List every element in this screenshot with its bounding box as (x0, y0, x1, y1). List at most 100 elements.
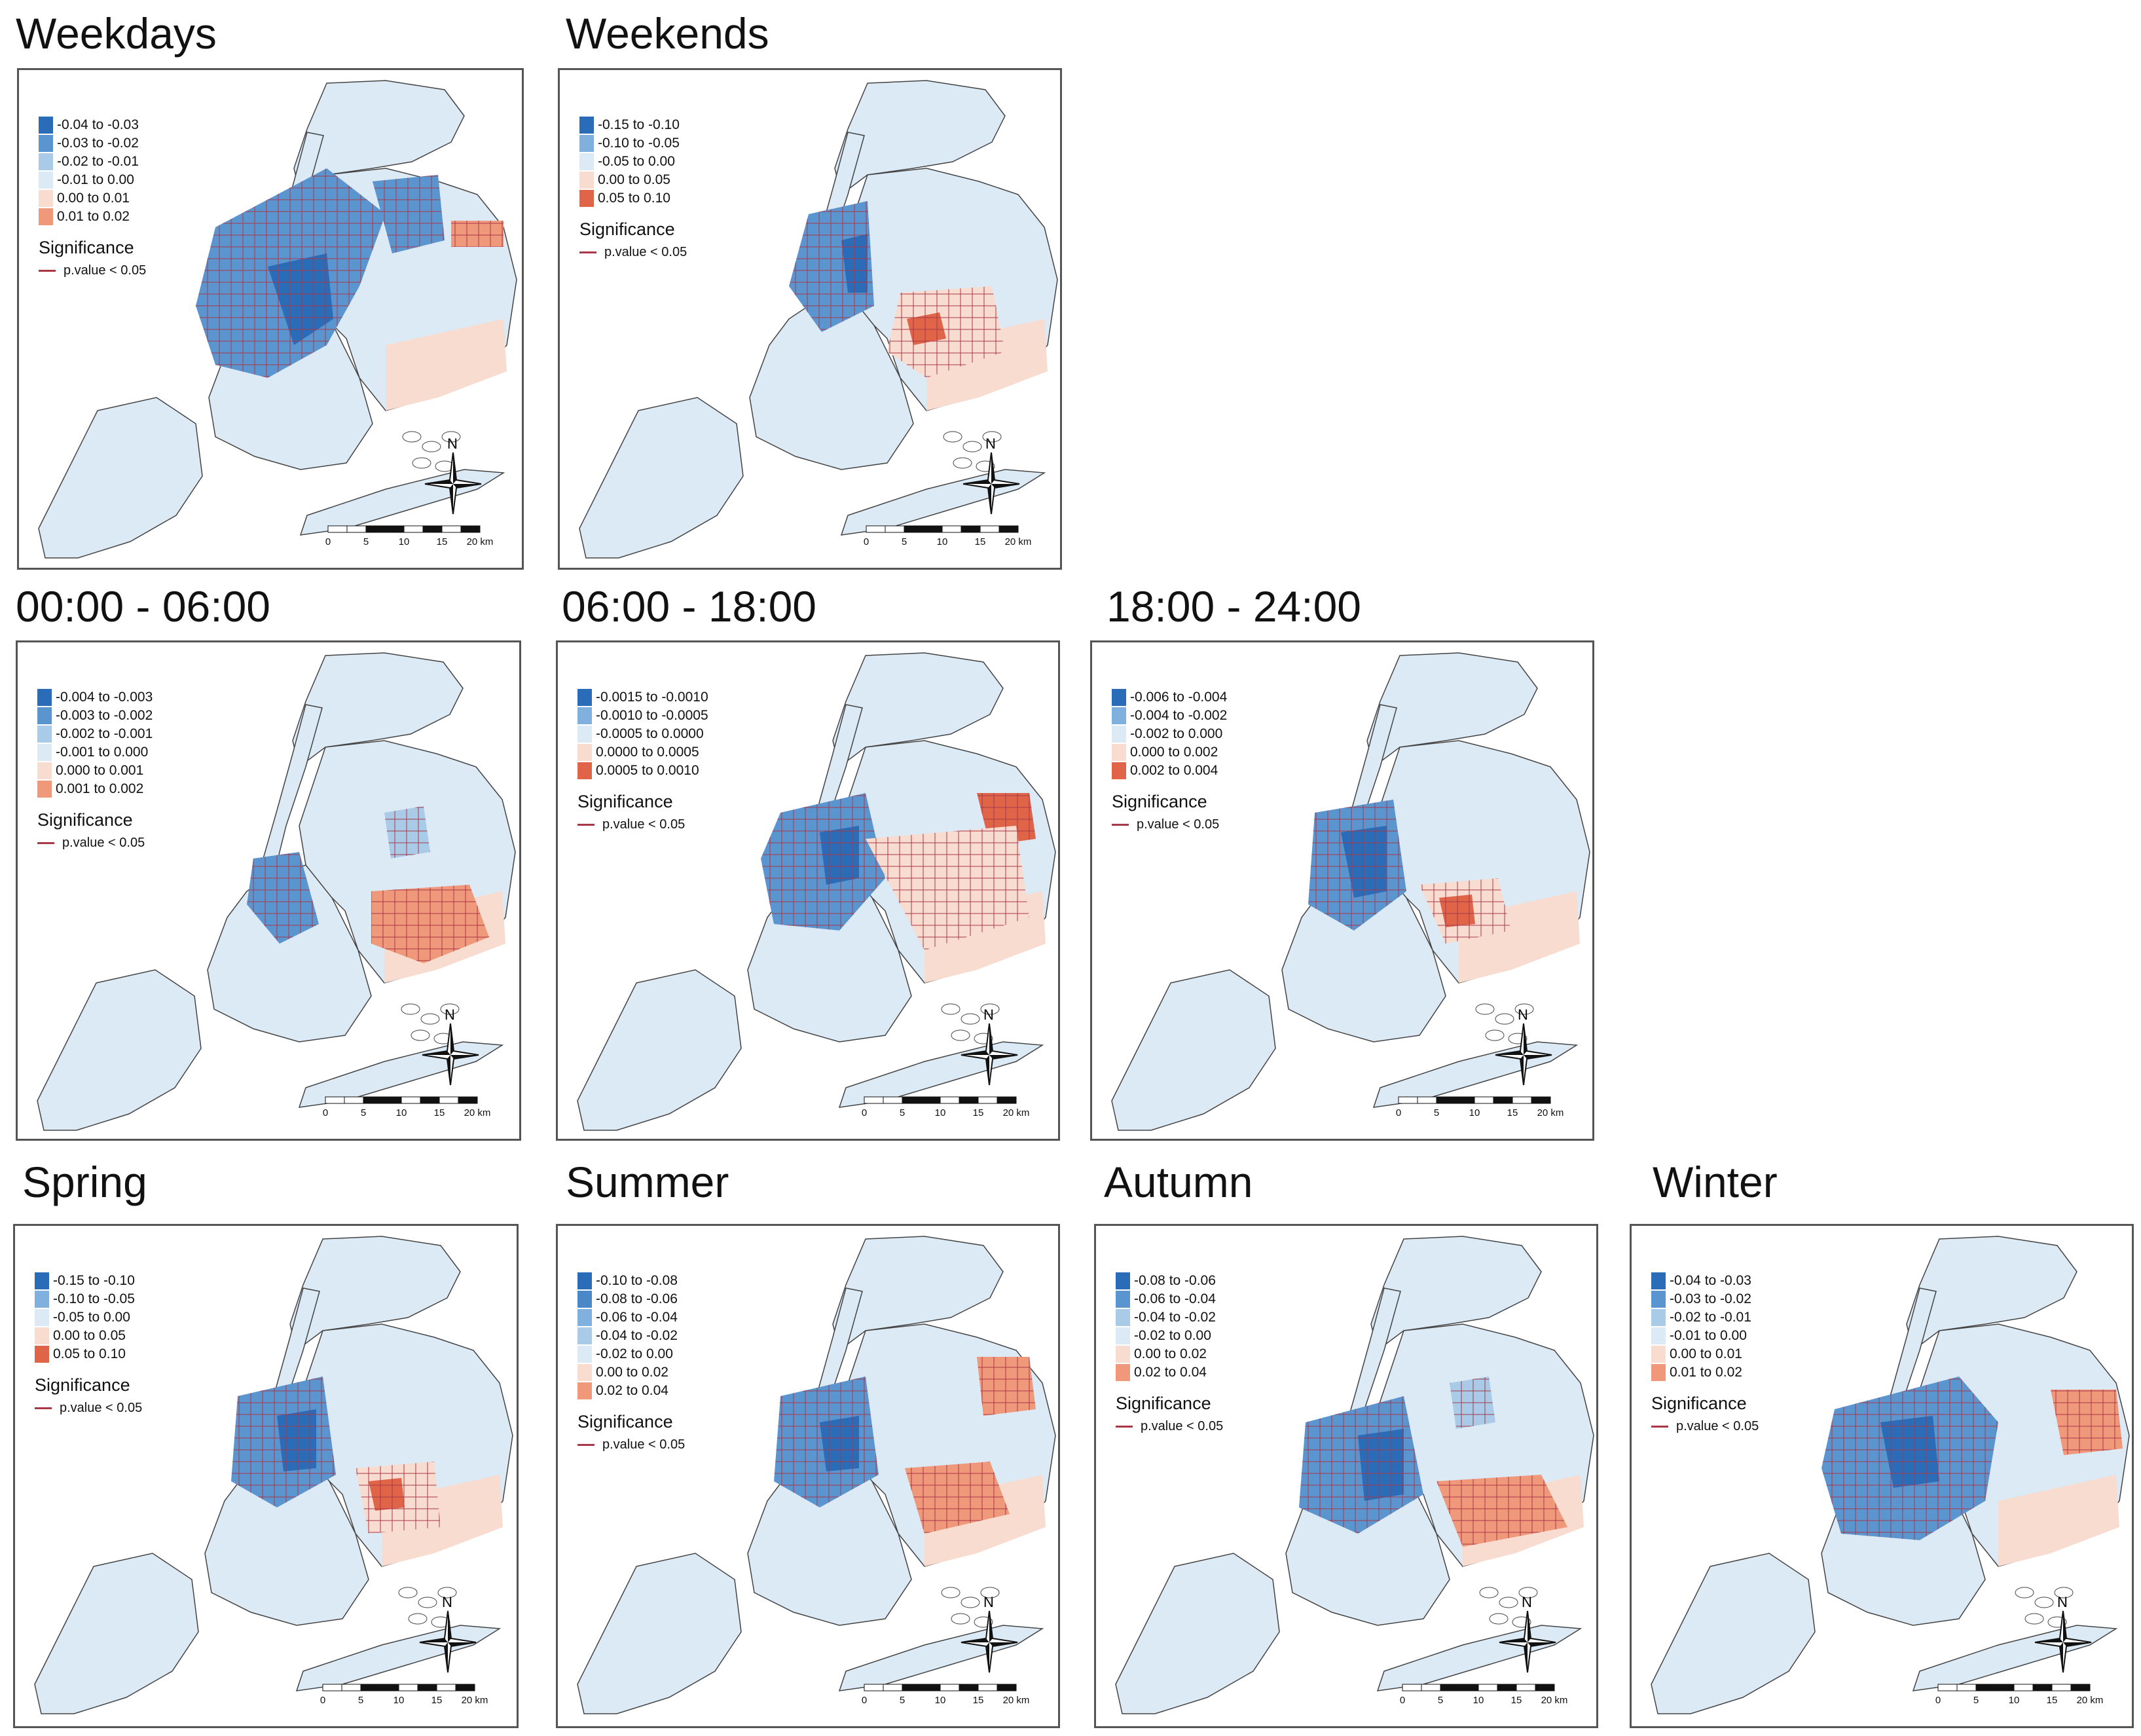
legend-item: 0.05 to 0.10 (35, 1345, 142, 1363)
significance-line-swatch (35, 1407, 52, 1409)
legend-swatch (1112, 762, 1126, 779)
legend-label: -0.06 to -0.04 (596, 1310, 678, 1325)
scale-tick-label: 0 (322, 1107, 329, 1118)
significance-item: p.value < 0.05 (1651, 1419, 1759, 1434)
legend-item: 0.02 to 0.04 (1116, 1363, 1223, 1382)
significance-label: p.value < 0.05 (1137, 817, 1220, 832)
legend-swatch (37, 726, 52, 743)
legend-swatch (577, 726, 592, 743)
scale-tick-label: 20 km (466, 536, 494, 547)
significance-label: p.value < 0.05 (602, 817, 686, 832)
significance-grid (887, 286, 1005, 378)
significance-grid (789, 201, 874, 332)
compass-star-shade (420, 1611, 476, 1672)
legend-swatch (577, 1309, 592, 1326)
legend-label: 0.002 to 0.004 (1130, 763, 1218, 778)
scale-tick-label: 20 km (1537, 1107, 1564, 1118)
legend-item: -0.04 to -0.02 (577, 1327, 685, 1345)
significance-grid (268, 253, 333, 345)
legend-swatch (39, 117, 53, 134)
scale-segment (1937, 1684, 1958, 1691)
scale-tick-label: 15 (433, 1107, 445, 1118)
borough-staten-island (579, 397, 744, 559)
legend-swatch (577, 762, 592, 779)
legend-item: -0.0015 to -0.0010 (577, 688, 708, 707)
legend-swatch (39, 153, 53, 170)
map-legend: -0.04 to -0.03 -0.03 to -0.02 -0.02 to -0.… (39, 116, 146, 278)
legend-item: -0.03 to -0.02 (39, 134, 146, 153)
borough-staten-island (1115, 1553, 1280, 1714)
compass-star-shade (1499, 1611, 1556, 1672)
north-arrow-icon: N (422, 1008, 479, 1086)
significance-grid (247, 852, 319, 944)
significance-line-swatch (1116, 1426, 1133, 1428)
map-panel-weekdays: -0.04 to -0.03 -0.03 to -0.02 -0.02 to -0.… (17, 68, 524, 570)
legend-swatch (1116, 1272, 1130, 1289)
legend-swatch (39, 172, 53, 189)
scale-bar: 0 5 10 15 20 km (1935, 1680, 2103, 1717)
borough-bronx (834, 80, 1006, 196)
scale-tick-label: 10 (934, 1695, 946, 1706)
scale-segment (940, 1684, 960, 1691)
legend-item: -0.01 to 0.00 (1651, 1327, 1759, 1345)
scale-segment (379, 1684, 399, 1691)
scale-segment (978, 1684, 998, 1691)
borough-bronx (1366, 652, 1538, 768)
scale-tick-label: 0 (1935, 1695, 1941, 1706)
scale-bar: 0 5 10 15 20 km (862, 1680, 1029, 1717)
scale-segment (904, 525, 924, 533)
scale-tick-label: 15 (972, 1107, 984, 1118)
scale-segment (1493, 1096, 1513, 1104)
scale-tick-label: 20 km (1002, 1695, 1030, 1706)
significance-item: p.value < 0.05 (1112, 817, 1227, 832)
map-panel-weekends: -0.15 to -0.10 -0.10 to -0.05 -0.05 to 0.0… (558, 68, 1062, 570)
borough-bronx (289, 1236, 461, 1352)
scale-segment (1994, 1684, 2015, 1691)
map-legend: -0.15 to -0.10 -0.10 to -0.05 -0.05 to 0.0… (35, 1272, 142, 1416)
island (1475, 1003, 1495, 1015)
legend-swatch (37, 689, 52, 706)
significance-grid (1439, 895, 1475, 927)
island (1518, 1587, 1538, 1598)
significance-title: Significance (1112, 792, 1207, 811)
significance-item: p.value < 0.05 (579, 245, 687, 260)
significance-label: p.value < 0.05 (1676, 1419, 1759, 1433)
legend-item: -0.006 to -0.004 (1112, 688, 1227, 707)
significance-item: p.value < 0.05 (39, 263, 146, 278)
legend-swatch (1112, 707, 1126, 724)
scale-segment (979, 525, 1000, 533)
scale-segment (1398, 1096, 1418, 1104)
legend-swatch (579, 117, 594, 134)
scale-segment (344, 1096, 364, 1104)
legend-label: -0.0005 to 0.0000 (596, 726, 704, 741)
compass-star-shade (961, 1611, 1017, 1672)
scale-segment (1512, 1096, 1532, 1104)
island (1479, 1587, 1499, 1598)
scale-segment (1975, 1684, 1996, 1691)
legend-label: -0.01 to 0.00 (1670, 1328, 1747, 1343)
scale-tick-label: 15 (972, 1695, 984, 1706)
scale-segment (422, 525, 443, 533)
legend-item: 0.00 to 0.05 (579, 171, 687, 189)
significance-label: p.value < 0.05 (60, 1401, 143, 1415)
legend-label: 0.00 to 0.02 (1134, 1346, 1207, 1361)
island (420, 1013, 440, 1025)
legend-swatch (577, 1291, 592, 1308)
legend-item: -0.03 to -0.02 (1651, 1290, 1759, 1308)
legend-item: 0.002 to 0.004 (1112, 762, 1227, 780)
scale-tick-label: 5 (360, 1107, 367, 1118)
scale-segment (923, 525, 943, 533)
scale-bar-segments (1402, 1684, 1555, 1691)
scale-segment (2051, 1684, 2072, 1691)
legend-swatch (37, 744, 52, 761)
legend-label: -0.001 to 0.000 (56, 745, 149, 760)
legend-swatch (1116, 1327, 1130, 1344)
legend-label: 0.05 to 0.10 (53, 1346, 126, 1361)
legend-item: -0.15 to -0.10 (35, 1272, 142, 1290)
island (951, 1029, 970, 1041)
legend-item: 0.00 to 0.02 (1116, 1345, 1223, 1363)
legend-swatch (1112, 744, 1126, 761)
legend-item: -0.002 to -0.001 (37, 725, 153, 743)
legend-item: -0.05 to 0.00 (35, 1308, 142, 1327)
island (2034, 1597, 2054, 1608)
